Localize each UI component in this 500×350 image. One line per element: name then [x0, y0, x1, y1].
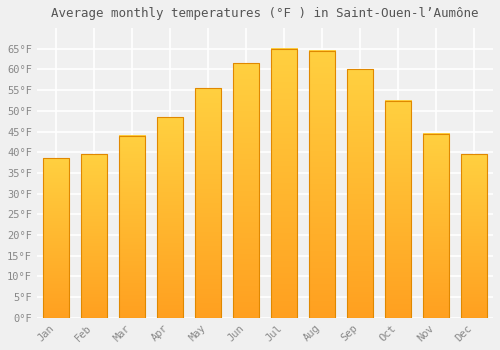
Title: Average monthly temperatures (°F ) in Saint-Ouen-l’Aumône: Average monthly temperatures (°F ) in Sa…	[51, 7, 478, 20]
Bar	[42, 159, 69, 318]
Bar	[422, 134, 450, 318]
Bar	[384, 100, 411, 318]
Bar	[232, 63, 259, 318]
Bar	[308, 51, 336, 318]
Bar	[270, 49, 297, 318]
Bar	[194, 88, 221, 318]
Bar	[346, 69, 374, 318]
Bar	[118, 136, 145, 318]
Bar	[80, 154, 107, 318]
Bar	[156, 117, 183, 318]
Bar	[460, 154, 487, 318]
